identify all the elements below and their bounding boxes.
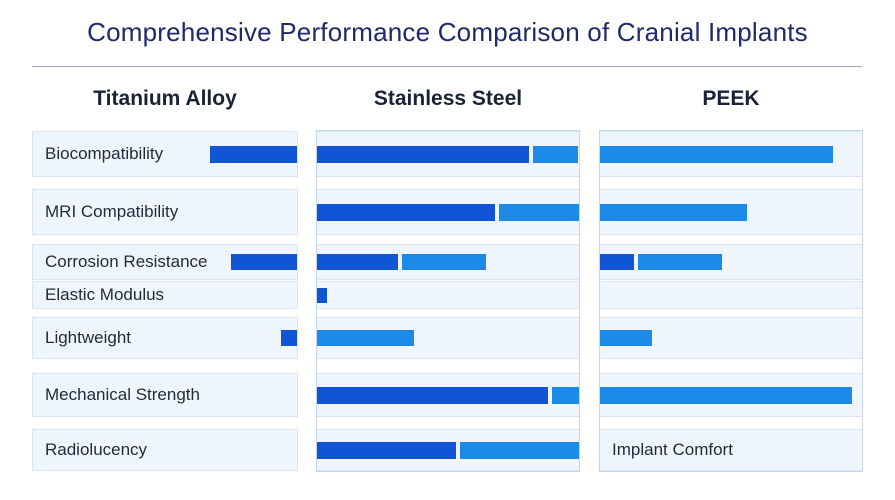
bar-light [317,330,414,346]
category-label: Elastic Modulus [45,285,165,304]
row-1-5 [316,373,580,417]
row-2-5 [599,373,863,417]
bar-dark [210,146,297,163]
bar-light [460,442,579,459]
bar-dark [231,254,297,270]
row-2-2 [599,244,863,280]
bar-dark [317,254,398,270]
row-2-0 [599,131,863,177]
bar-dark [317,442,456,459]
row-1-0 [316,131,580,177]
category-label: Mechanical Strength [45,385,200,404]
title-divider [32,66,862,67]
bar-dark [600,254,634,270]
row-1-6 [316,429,580,471]
row-1-3 [316,281,580,309]
bar-dark [317,288,327,303]
annotation-label: Implant Comfort [612,440,733,459]
chart-title: Comprehensive Performance Comparison of … [87,17,808,47]
column-header-stainless-steel: Stainless Steel [373,87,523,110]
bar-light [533,146,578,163]
bar-light [600,387,852,404]
bar-dark [317,146,529,163]
category-label: Radiolucency [45,440,148,459]
row-0-5: Mechanical Strength [32,373,298,417]
bar-light [552,387,579,404]
row-2-4 [599,317,863,359]
bar-light [600,330,652,346]
bar-light [499,204,579,221]
row-0-1: MRI Compatibility [32,189,298,235]
row-0-4: Lightweight [32,317,298,359]
row-1-1 [316,189,580,235]
bar-dark [317,204,495,221]
row-2-1 [599,189,863,235]
column-header-peek: PEEK [702,87,760,110]
row-1-2 [316,244,580,280]
row-0-6: Radiolucency [32,429,298,471]
bar-light [638,254,722,270]
bar-dark [317,387,548,404]
category-label: Corrosion Resistance [45,252,208,271]
bar-light [600,204,747,221]
category-label: MRI Compatibility [45,202,179,221]
row-0-0: Biocompatibility [32,131,298,177]
row-0-3: Elastic Modulus [32,281,298,309]
row-1-4 [316,317,580,359]
row-2-6: Implant Comfort [599,429,863,471]
bar-light [402,254,486,270]
bar-dark [281,330,297,346]
row-0-2: Corrosion Resistance [32,244,298,280]
column-header-titanium-alloy: Titanium Alloy [93,87,237,110]
category-label: Lightweight [45,328,132,347]
bar-light [600,146,833,163]
category-label: Biocompatibility [45,144,164,163]
row-2-3 [599,281,863,309]
